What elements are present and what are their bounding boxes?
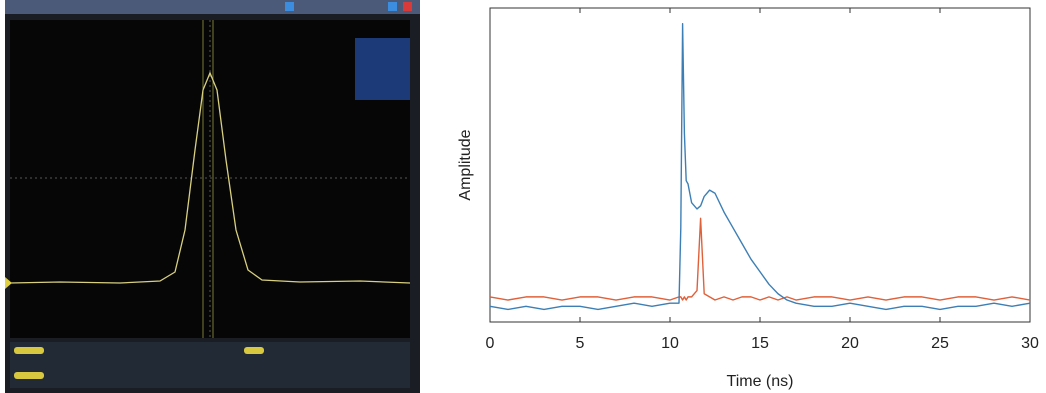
scope-channel-badge xyxy=(244,347,264,354)
axes-frame xyxy=(490,8,1030,322)
scope-menu-bar xyxy=(5,0,420,14)
x-tick-label: 30 xyxy=(1021,335,1039,352)
scope-close-button xyxy=(403,2,412,11)
x-tick-label: 20 xyxy=(841,335,859,352)
scope-readout-panel xyxy=(355,38,410,100)
scope-channel-badge xyxy=(14,372,44,379)
series-line xyxy=(490,218,1030,300)
x-tick-label: 10 xyxy=(661,335,679,352)
scope-button xyxy=(388,2,397,11)
scope-button xyxy=(285,2,294,11)
y-axis-label: Amplitude xyxy=(457,129,474,200)
x-tick-label: 0 xyxy=(486,335,495,352)
series-line xyxy=(490,24,1030,310)
x-axis-label: Time (ns) xyxy=(727,373,794,390)
oscilloscope-screenshot xyxy=(5,0,420,393)
x-tick-label: 15 xyxy=(751,335,769,352)
x-tick-label: 5 xyxy=(576,335,585,352)
page: Time (ns) Amplitude 0 5 10 15 20 25 30 xyxy=(0,0,1046,393)
scope-channel-badge xyxy=(14,347,44,354)
scope-status-area xyxy=(10,342,410,388)
x-tick-label: 25 xyxy=(931,335,949,352)
chart: Time (ns) Amplitude 0 5 10 15 20 25 30 xyxy=(457,8,1039,390)
